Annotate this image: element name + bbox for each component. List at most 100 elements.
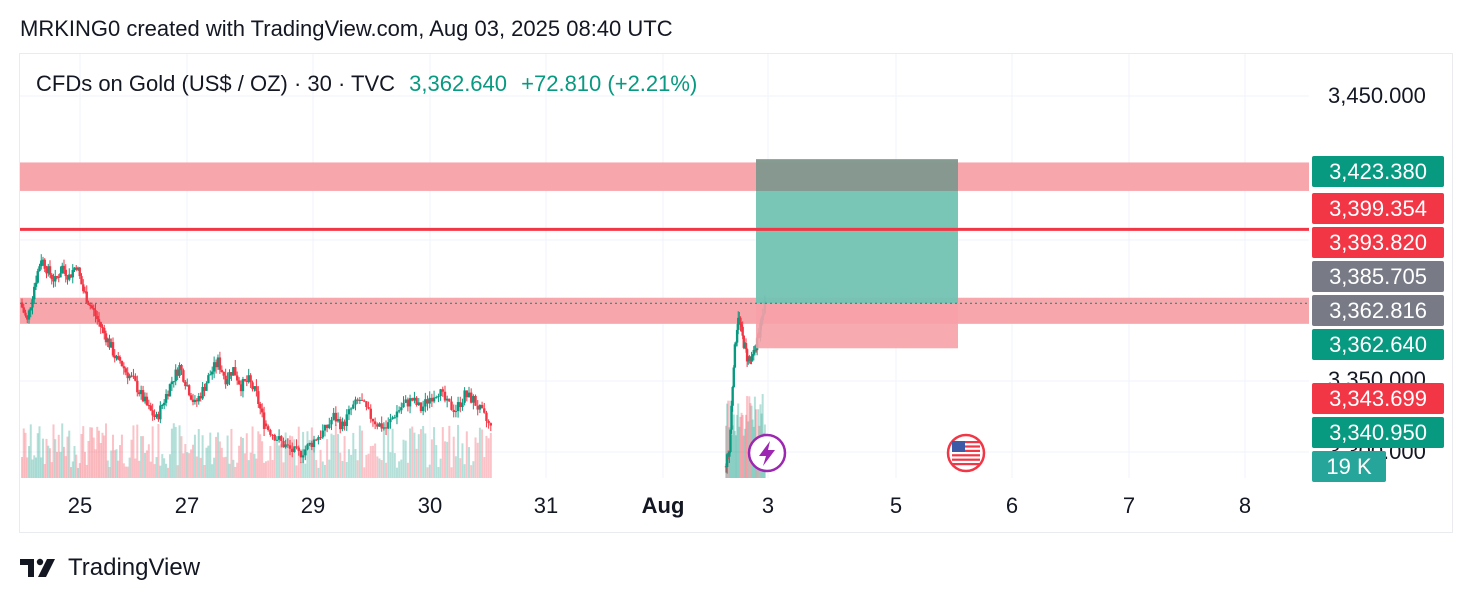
volume-bar <box>190 449 193 478</box>
candle-body <box>733 344 737 368</box>
candle-body <box>472 395 475 403</box>
candles <box>20 254 767 474</box>
candle-body <box>373 421 377 425</box>
volume-bar <box>411 426 414 478</box>
volume-bar <box>78 463 81 478</box>
candle-body <box>325 425 329 429</box>
time-axis-label: 6 <box>1005 493 1019 518</box>
candle-body <box>174 369 177 382</box>
volume-bar <box>238 445 241 478</box>
volume-bars <box>21 394 766 478</box>
candle-body <box>110 342 113 348</box>
candle-body <box>199 396 202 399</box>
chart-frame[interactable] <box>19 53 1453 533</box>
candle-body <box>189 395 193 400</box>
volume-bar <box>120 434 123 478</box>
volume-bar <box>443 441 446 478</box>
volume-bar <box>433 427 436 478</box>
candle-body <box>406 399 410 407</box>
volume-bar <box>738 426 741 478</box>
candle-body <box>47 266 50 274</box>
candle-body <box>441 389 444 392</box>
volume-bar <box>147 444 150 478</box>
candle-body <box>747 356 750 362</box>
price-axis-label: 3,450.000 <box>1328 83 1426 108</box>
volume-bar <box>726 403 729 478</box>
volume-bar <box>21 457 23 478</box>
candle-body <box>108 338 111 348</box>
candle-body <box>734 342 738 345</box>
volume-bar <box>733 430 736 478</box>
time-axis-label: 25 <box>67 493 93 518</box>
time-axis-label: 29 <box>300 493 326 518</box>
candle-body <box>168 384 172 397</box>
candle-body <box>467 392 471 398</box>
volume-bar <box>337 434 340 478</box>
volume-bar <box>417 434 420 478</box>
us-flag-canton <box>952 441 965 452</box>
volume-bar <box>52 424 55 478</box>
candle-body <box>80 276 83 285</box>
candle-body <box>38 266 41 272</box>
volume-bar <box>64 456 67 478</box>
us-flag-stripe <box>952 463 980 466</box>
candle-body <box>395 411 399 418</box>
volume-bar <box>87 440 90 478</box>
volume-bar <box>271 460 274 478</box>
volume-bar <box>323 464 326 478</box>
candle-body <box>99 322 102 327</box>
volume-bar <box>205 447 208 478</box>
volume-bar <box>404 440 407 478</box>
volume-bar <box>251 426 254 478</box>
volume-bar <box>132 425 135 478</box>
candle-body <box>43 259 46 269</box>
candle-body <box>752 349 755 355</box>
volume-bar <box>59 451 62 478</box>
volume-bar <box>286 438 289 478</box>
candle-body <box>197 396 200 402</box>
candle-body <box>257 391 260 404</box>
volume-bar <box>243 453 246 478</box>
volume-bar <box>94 449 97 478</box>
volume-bar <box>739 416 742 478</box>
candle-body <box>68 274 71 280</box>
candle-body <box>382 427 386 429</box>
candle-body <box>384 427 388 429</box>
volume-bar <box>358 425 361 478</box>
volume-bar <box>328 459 331 478</box>
candle-body <box>161 404 164 406</box>
candle-body <box>271 434 274 436</box>
candle-body <box>106 338 109 343</box>
volume-bar <box>174 426 177 478</box>
volume-bar <box>42 438 44 478</box>
candle-body <box>371 418 375 422</box>
candle-body <box>201 386 204 399</box>
candle-body <box>237 380 241 385</box>
candle-body <box>186 385 189 387</box>
candle-body <box>118 357 122 361</box>
volume-bar <box>201 435 204 478</box>
price-tag: 3,393.820 <box>1312 227 1444 258</box>
volume-bar <box>319 449 322 478</box>
volume-bar <box>77 467 79 478</box>
candle-body <box>71 269 74 278</box>
candle-body <box>732 367 735 388</box>
candle-body <box>159 405 162 420</box>
volume-bar <box>28 446 30 478</box>
volume-bar <box>155 457 158 478</box>
price-tag: 3,340.950 <box>1312 417 1444 448</box>
volume-bar <box>731 425 734 478</box>
volume-bar <box>57 434 60 478</box>
volume-bar <box>24 432 27 478</box>
volume-bar <box>56 451 58 478</box>
candle-body <box>315 439 318 441</box>
volume-bar <box>409 428 412 478</box>
volume-bar <box>247 460 250 478</box>
volume-bar <box>457 424 460 478</box>
candle-body <box>193 399 197 403</box>
candle-body <box>120 360 124 367</box>
volume-bar <box>424 433 427 478</box>
volume-bar <box>119 445 121 478</box>
candle-body <box>40 260 43 267</box>
